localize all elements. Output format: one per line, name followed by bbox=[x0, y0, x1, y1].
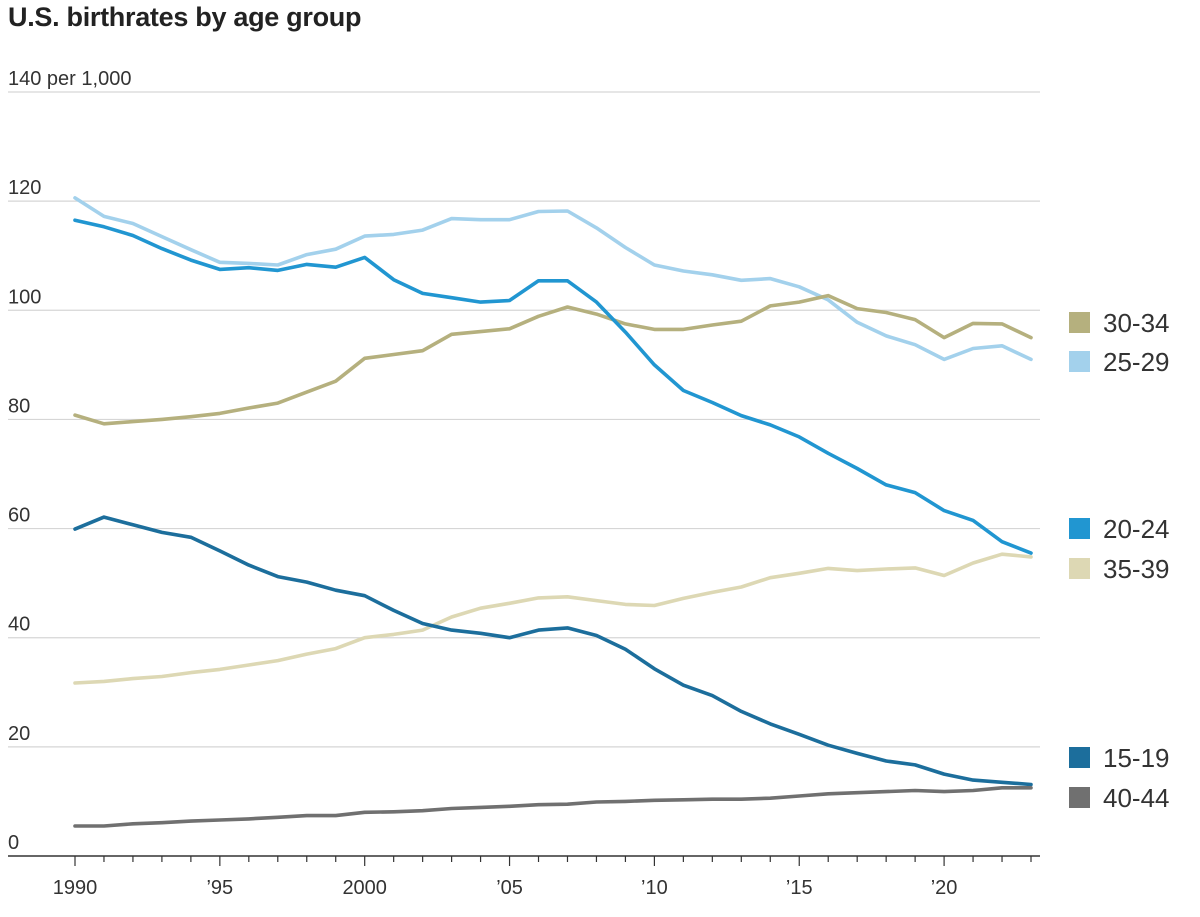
legend-label-25-29: 25-29 bbox=[1103, 347, 1170, 377]
legend-swatch-30-34 bbox=[1069, 312, 1090, 333]
series-line-15-19 bbox=[73, 515, 1033, 787]
series-line-20-24 bbox=[73, 218, 1033, 555]
y-tick-label: 100 bbox=[8, 286, 41, 308]
chart-title: U.S. birthrates by age group bbox=[8, 2, 362, 32]
legend-swatch-20-24 bbox=[1069, 518, 1090, 539]
legend-swatch-25-29 bbox=[1069, 351, 1090, 372]
legend-label-20-24: 20-24 bbox=[1103, 514, 1170, 544]
legend-label-30-34: 30-34 bbox=[1103, 308, 1170, 338]
y-axis: 0 20 40 60 80 100 120 140 per 1,000 bbox=[8, 68, 131, 854]
series-line-30-34 bbox=[73, 293, 1033, 426]
x-tick-label: ’20 bbox=[931, 877, 958, 899]
y-tick-label: 20 bbox=[8, 723, 30, 745]
legend-swatch-40-44 bbox=[1069, 787, 1090, 808]
legend-label-40-44: 40-44 bbox=[1103, 783, 1170, 813]
series-line-25-29 bbox=[73, 196, 1033, 362]
x-tick-label: ’95 bbox=[206, 877, 233, 899]
series-line-35-39 bbox=[73, 552, 1033, 685]
gridlines bbox=[8, 91, 1040, 857]
x-tick-label: ’15 bbox=[786, 877, 813, 899]
y-tick-label: 140 per 1,000 bbox=[8, 68, 131, 90]
y-tick-label: 0 bbox=[8, 832, 19, 854]
y-tick-label: 120 bbox=[8, 177, 41, 199]
x-axis: 1990 ’95 2000 ’05 ’10 ’15 ’20 bbox=[53, 856, 1032, 899]
series-line-40-44 bbox=[73, 785, 1033, 828]
y-tick-label: 60 bbox=[8, 505, 30, 527]
legend-swatch-35-39 bbox=[1069, 558, 1090, 579]
x-tick-label: ’10 bbox=[641, 877, 668, 899]
x-tick-label: ’05 bbox=[496, 877, 523, 899]
legend-swatch-15-19 bbox=[1069, 747, 1090, 768]
x-tick-label: 2000 bbox=[342, 877, 387, 899]
y-tick-label: 80 bbox=[8, 395, 30, 417]
legend-label-15-19: 15-19 bbox=[1103, 743, 1170, 773]
legend: 30-34 25-29 20-24 35-39 15-19 40-44 bbox=[1069, 308, 1170, 813]
legend-label-35-39: 35-39 bbox=[1103, 554, 1170, 584]
y-tick-label: 40 bbox=[8, 614, 30, 636]
x-tick-label: 1990 bbox=[53, 877, 98, 899]
series-lines bbox=[73, 196, 1033, 828]
